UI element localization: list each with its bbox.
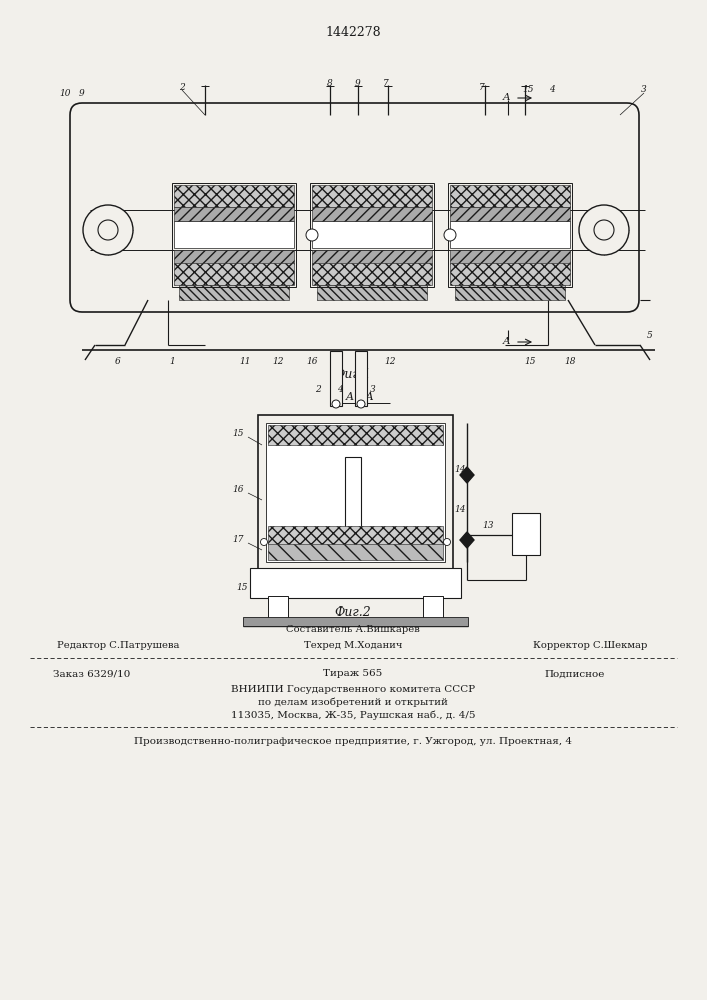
- Circle shape: [357, 400, 365, 408]
- Text: 4: 4: [332, 392, 338, 401]
- Text: 14: 14: [455, 466, 466, 475]
- Bar: [317, 285, 427, 300]
- Text: 3: 3: [370, 385, 376, 394]
- Text: Производственно-полиграфическое предприятие, г. Ужгород, ул. Проектная, 4: Производственно-полиграфическое предприя…: [134, 736, 572, 746]
- Text: 7: 7: [479, 83, 485, 92]
- Text: 1442278: 1442278: [325, 25, 381, 38]
- Circle shape: [594, 220, 614, 240]
- Text: 17: 17: [233, 536, 244, 544]
- Bar: [312, 207, 432, 221]
- Text: 4: 4: [549, 86, 555, 95]
- Circle shape: [306, 229, 318, 241]
- Text: Редактор С.Патрушева: Редактор С.Патрушева: [57, 642, 180, 650]
- Text: 13: 13: [482, 520, 493, 530]
- Bar: [355, 351, 367, 406]
- Text: 16: 16: [306, 358, 317, 366]
- Bar: [174, 250, 294, 264]
- Bar: [455, 285, 565, 300]
- Text: Фиг.1: Фиг.1: [334, 368, 371, 381]
- Circle shape: [98, 220, 118, 240]
- Circle shape: [260, 538, 267, 546]
- Text: 6: 6: [115, 358, 121, 366]
- Text: 9: 9: [79, 89, 85, 98]
- Text: 12: 12: [384, 358, 396, 366]
- Bar: [174, 207, 294, 221]
- Text: 3: 3: [641, 86, 647, 95]
- Bar: [268, 542, 443, 560]
- Bar: [172, 183, 296, 287]
- Circle shape: [579, 205, 629, 255]
- Bar: [448, 183, 572, 287]
- Bar: [268, 526, 443, 544]
- Bar: [268, 425, 443, 445]
- Text: Заказ 6329/10: Заказ 6329/10: [53, 670, 131, 678]
- Text: 113035, Москва, Ж-35, Раушская наб., д. 4/5: 113035, Москва, Ж-35, Раушская наб., д. …: [230, 710, 475, 720]
- Bar: [312, 263, 432, 285]
- Bar: [450, 185, 570, 207]
- Bar: [450, 207, 570, 221]
- Bar: [174, 185, 294, 207]
- Bar: [268, 596, 288, 618]
- Bar: [450, 263, 570, 285]
- Bar: [266, 423, 445, 562]
- Text: Составитель А.Вишкарев: Составитель А.Вишкарев: [286, 626, 420, 635]
- FancyBboxPatch shape: [70, 103, 639, 312]
- Bar: [345, 457, 361, 527]
- Text: Фиг.2: Фиг.2: [334, 605, 371, 618]
- Circle shape: [443, 538, 450, 546]
- Text: A: A: [503, 338, 510, 347]
- Text: Техред М.Ходанич: Техред М.Ходанич: [304, 642, 402, 650]
- Text: Корректор С.Шекмар: Корректор С.Шекмар: [533, 642, 647, 650]
- Bar: [258, 415, 453, 570]
- Bar: [174, 263, 294, 285]
- Bar: [423, 596, 443, 618]
- Text: 14: 14: [455, 506, 466, 514]
- Text: 11: 11: [239, 358, 251, 366]
- Bar: [450, 221, 570, 248]
- Bar: [312, 185, 432, 207]
- Text: 9: 9: [355, 80, 361, 89]
- Circle shape: [444, 229, 456, 241]
- Text: 5: 5: [647, 330, 653, 340]
- Text: 15: 15: [236, 584, 247, 592]
- Text: 15: 15: [525, 358, 536, 366]
- Text: 1: 1: [169, 358, 175, 366]
- Text: Тираж 565: Тираж 565: [323, 670, 382, 678]
- Bar: [179, 285, 289, 300]
- Bar: [174, 221, 294, 248]
- Text: A – A: A – A: [346, 392, 374, 402]
- Bar: [450, 250, 570, 264]
- Text: 2: 2: [179, 83, 185, 92]
- Text: по делам изобретений и открытий: по делам изобретений и открытий: [258, 697, 448, 707]
- Bar: [512, 513, 540, 555]
- Text: A: A: [503, 94, 510, 103]
- Text: Подписное: Подписное: [545, 670, 605, 678]
- Bar: [250, 568, 461, 598]
- Text: 7: 7: [383, 80, 389, 89]
- Bar: [312, 221, 432, 248]
- Text: 12: 12: [272, 358, 284, 366]
- Bar: [310, 183, 434, 287]
- Bar: [243, 617, 468, 626]
- Bar: [330, 351, 342, 406]
- Text: 4: 4: [337, 385, 343, 394]
- Circle shape: [332, 400, 340, 408]
- Text: 8: 8: [327, 80, 333, 89]
- Text: 16: 16: [233, 486, 244, 494]
- Text: 10: 10: [59, 89, 71, 98]
- Circle shape: [83, 205, 133, 255]
- Polygon shape: [460, 532, 474, 548]
- Text: 18: 18: [564, 358, 575, 366]
- Text: ВНИИПИ Государственного комитета СССР: ВНИИПИ Государственного комитета СССР: [231, 684, 475, 694]
- Text: 15: 15: [233, 430, 244, 438]
- Text: 15: 15: [522, 86, 534, 95]
- Text: 2: 2: [315, 385, 321, 394]
- Polygon shape: [460, 467, 474, 483]
- Bar: [312, 250, 432, 264]
